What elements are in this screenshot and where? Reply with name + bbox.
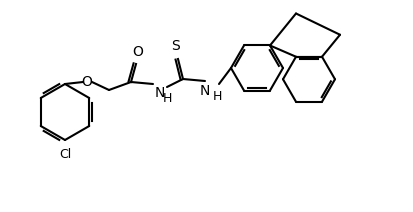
Text: Cl: Cl: [59, 148, 71, 161]
Text: S: S: [171, 39, 180, 53]
Text: H: H: [163, 92, 172, 105]
Text: N: N: [154, 86, 165, 100]
Text: H: H: [212, 90, 222, 103]
Text: N: N: [199, 84, 210, 98]
Text: O: O: [132, 45, 143, 59]
Text: O: O: [81, 75, 92, 89]
